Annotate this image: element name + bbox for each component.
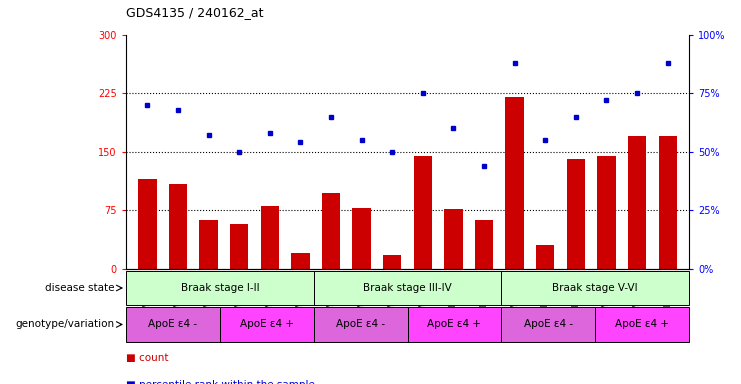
- Bar: [353, 208, 370, 269]
- Bar: [313, 271, 502, 305]
- Bar: [505, 97, 524, 269]
- Bar: [220, 307, 313, 342]
- Text: Braak stage V-VI: Braak stage V-VI: [553, 283, 638, 293]
- Bar: [445, 209, 462, 269]
- Text: disease state: disease state: [45, 283, 115, 293]
- Bar: [139, 179, 156, 269]
- Bar: [628, 136, 646, 269]
- Bar: [126, 271, 313, 305]
- Bar: [126, 307, 220, 342]
- Bar: [659, 136, 677, 269]
- Text: ApoE ε4 +: ApoE ε4 +: [428, 319, 482, 329]
- Text: ApoE ε4 +: ApoE ε4 +: [240, 319, 293, 329]
- Bar: [536, 245, 554, 269]
- Text: GDS4135 / 240162_at: GDS4135 / 240162_at: [126, 6, 264, 19]
- Bar: [230, 223, 248, 269]
- Text: genotype/variation: genotype/variation: [16, 319, 115, 329]
- Text: Braak stage III-IV: Braak stage III-IV: [363, 283, 452, 293]
- Bar: [502, 271, 689, 305]
- Bar: [169, 184, 187, 269]
- Text: ■ count: ■ count: [126, 353, 168, 363]
- Bar: [597, 156, 616, 269]
- Text: ApoE ε4 -: ApoE ε4 -: [336, 319, 385, 329]
- Bar: [313, 307, 408, 342]
- Text: Braak stage I-II: Braak stage I-II: [181, 283, 259, 293]
- Bar: [383, 255, 402, 269]
- Bar: [322, 193, 340, 269]
- Bar: [408, 307, 502, 342]
- Bar: [261, 206, 279, 269]
- Text: ApoE ε4 -: ApoE ε4 -: [148, 319, 197, 329]
- Bar: [475, 220, 494, 269]
- Bar: [199, 220, 218, 269]
- Bar: [291, 253, 310, 269]
- Bar: [595, 307, 689, 342]
- Bar: [413, 156, 432, 269]
- Text: ApoE ε4 +: ApoE ε4 +: [615, 319, 669, 329]
- Bar: [502, 307, 595, 342]
- Text: ApoE ε4 -: ApoE ε4 -: [524, 319, 573, 329]
- Bar: [567, 159, 585, 269]
- Text: ■ percentile rank within the sample: ■ percentile rank within the sample: [126, 380, 315, 384]
